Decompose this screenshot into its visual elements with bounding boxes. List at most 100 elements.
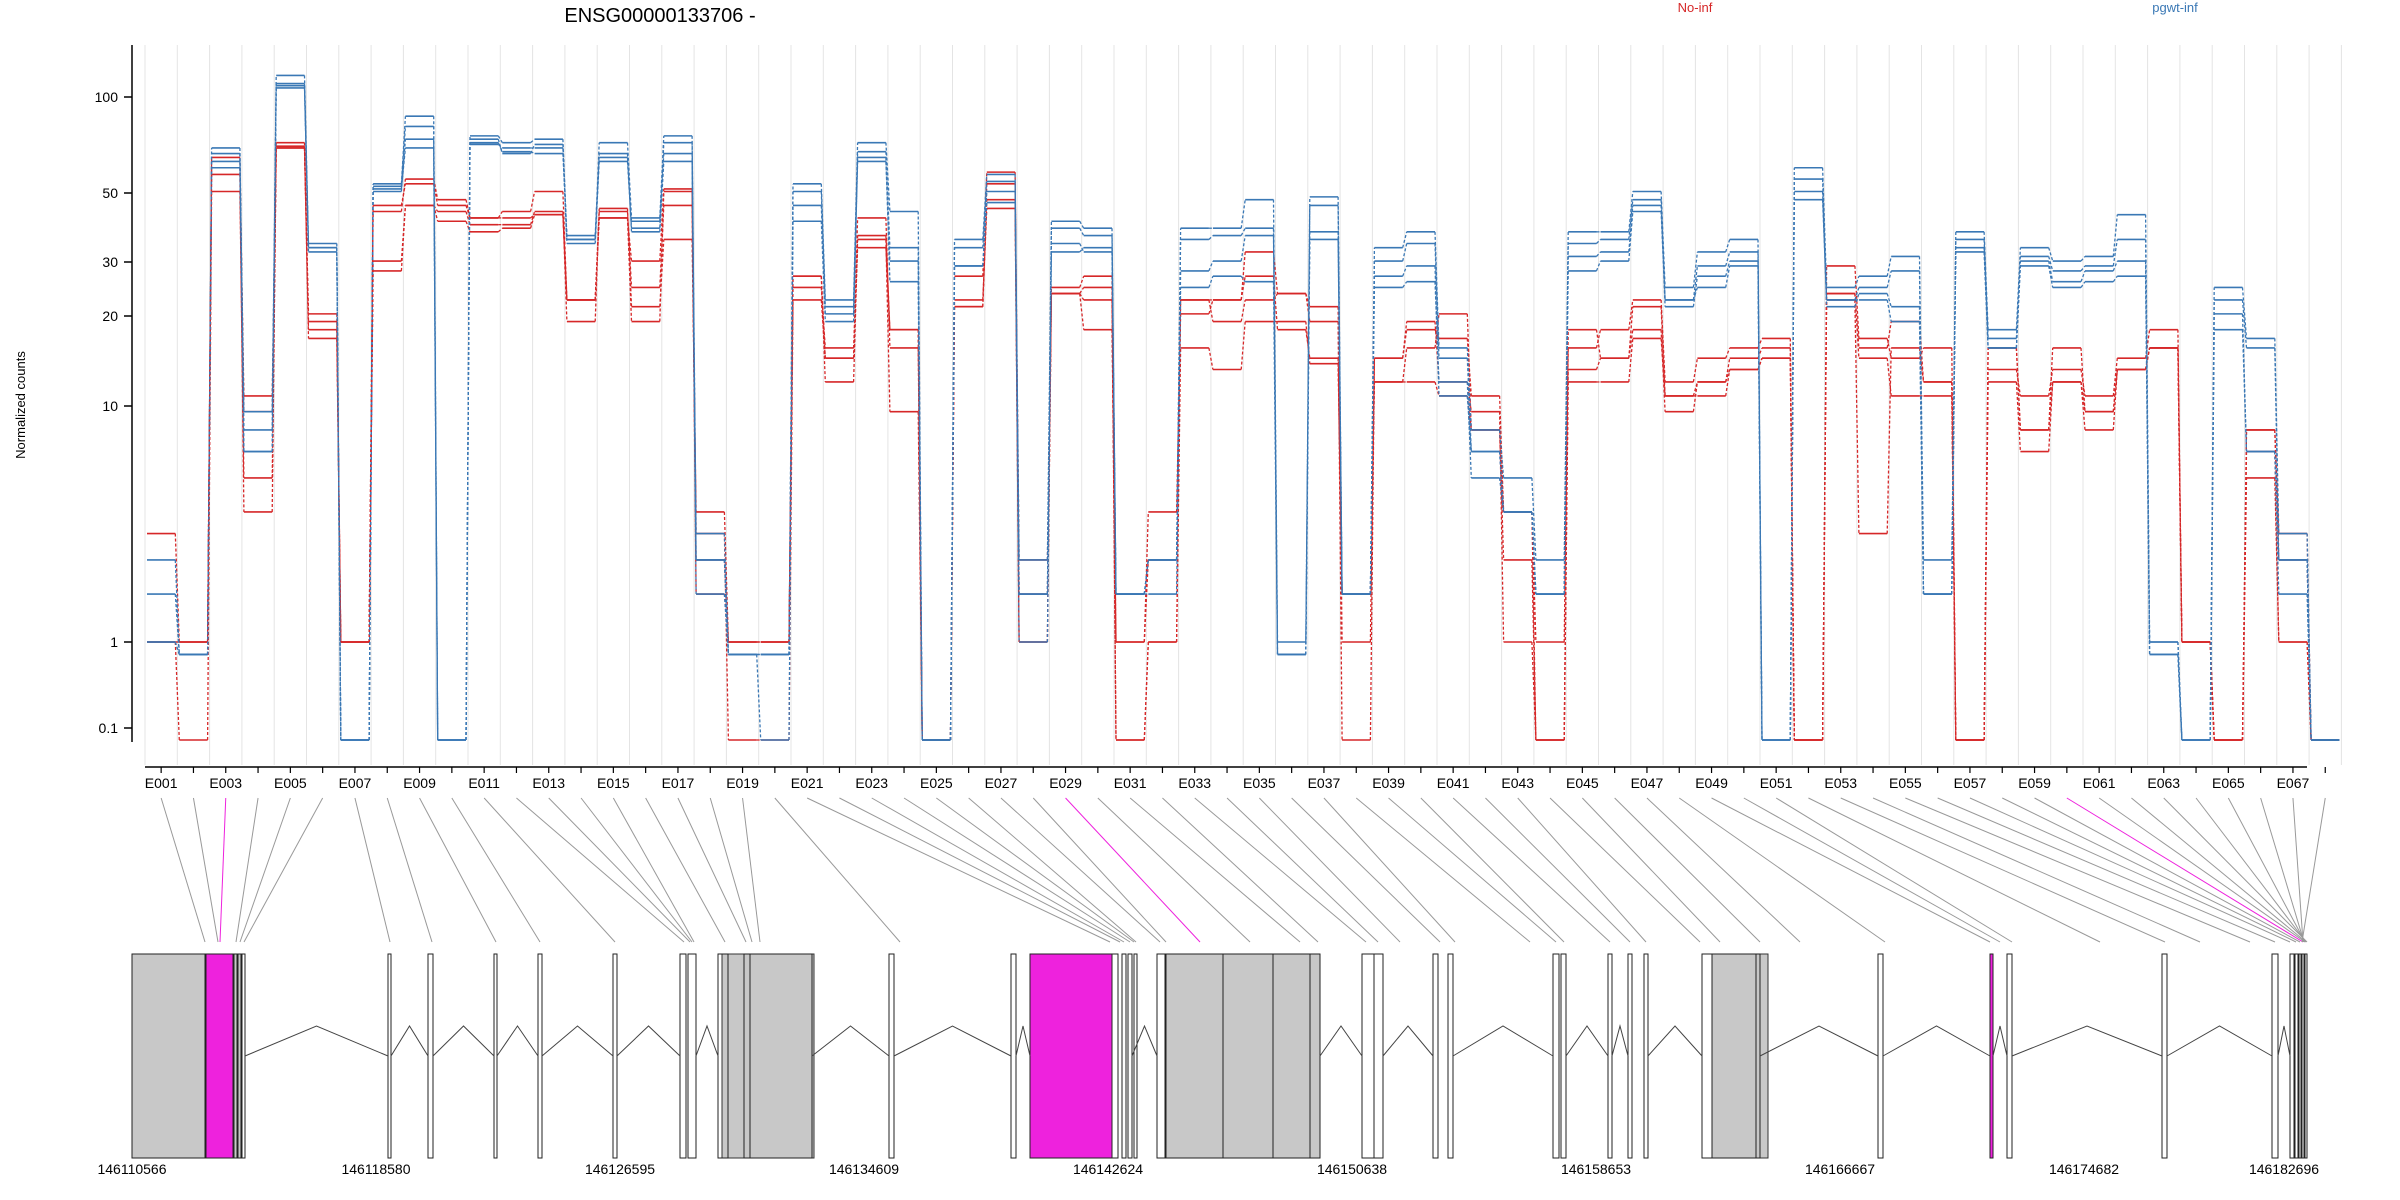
- exon-transition-segment: [400, 116, 407, 184]
- exon-box: [1432, 953, 1439, 1159]
- exon-transition-segment: [1628, 191, 1634, 232]
- y-tick-1: 1: [110, 634, 132, 650]
- intron-line: [541, 1025, 614, 1057]
- exon-connector: [1517, 797, 1647, 943]
- exon-connector: [2301, 797, 2326, 943]
- intron-line: [695, 1024, 719, 1057]
- exon-transition-segment: [303, 85, 310, 248]
- exon-transition-segment: [1402, 265, 1408, 277]
- exon-transition-segment: [820, 205, 826, 314]
- exon-connector: [1743, 797, 2001, 943]
- exon-box: [493, 953, 498, 1159]
- exon-label: E033: [1178, 775, 1211, 791]
- exon-transition-segment: [594, 157, 600, 244]
- exon-transition-segment: [1143, 559, 1149, 643]
- exon-transition-segment: [1886, 293, 1892, 307]
- exon-transition-segment: [174, 641, 180, 655]
- intron-line: [1882, 1025, 1991, 1057]
- exon-transition-segment: [174, 533, 180, 643]
- exon-transition-segment: [1886, 347, 1892, 534]
- exon-transition-segment: [530, 151, 535, 155]
- exon-transition-segment: [1628, 211, 1634, 262]
- exon-transition-segment: [174, 593, 180, 655]
- exon-transition-segment: [1854, 293, 1860, 348]
- exon-transition-segment: [1725, 358, 1731, 383]
- exon-connector: [548, 797, 691, 943]
- exon-transition-segment: [368, 270, 374, 643]
- exon-transition-segment: [1821, 199, 1828, 300]
- exon-label: E039: [1372, 775, 1405, 791]
- exon-label: E059: [2018, 775, 2051, 791]
- exon-connector: [968, 797, 1137, 943]
- exon-transition-segment: [1240, 227, 1246, 236]
- exon-transition-segment: [2015, 347, 2022, 430]
- exon-transition-segment: [465, 221, 471, 233]
- exon-connector: [1162, 797, 1319, 943]
- exon-label: E013: [532, 775, 565, 791]
- exon-transition-segment: [2080, 347, 2086, 412]
- exon-label: E005: [274, 775, 307, 791]
- exon-transition-segment: [1208, 275, 1214, 288]
- exon-transition-segment: [271, 146, 277, 512]
- exon-transition-segment: [433, 183, 439, 206]
- exon-transition-segment: [2144, 276, 2151, 655]
- exon-box: [1627, 953, 1633, 1159]
- exon-transition-segment: [2112, 358, 2118, 396]
- exon-transition-segment: [400, 205, 407, 271]
- exon-box: [537, 953, 543, 1159]
- svg-text:30: 30: [102, 254, 118, 270]
- exon-transition-segment: [1402, 243, 1408, 262]
- exon-label: E027: [985, 775, 1018, 791]
- coord-tick-label: 146150638: [1317, 1161, 1387, 1177]
- exon-transition-segment: [1014, 202, 1020, 643]
- intron-line: [811, 1025, 890, 1057]
- svg-text:20: 20: [102, 308, 118, 324]
- exon-connector: [483, 797, 616, 943]
- exon-transition-segment: [1821, 299, 1828, 741]
- exon-transition-segment: [497, 135, 503, 143]
- exon-label: E067: [2277, 775, 2310, 791]
- exon-transition-segment: [2112, 275, 2118, 283]
- exon-transition-segment: [2112, 369, 2118, 412]
- exon-transition-segment: [174, 641, 180, 741]
- exon-transition-segment: [1240, 251, 1246, 300]
- exon-block: [1165, 953, 1321, 1159]
- exon-connector: [2163, 797, 2308, 943]
- exon-transition-segment: [1628, 199, 1634, 240]
- intron-line: [893, 1025, 1012, 1057]
- exon-transition-segment: [239, 167, 245, 452]
- exon-transition-segment: [400, 147, 407, 189]
- exon-box: [687, 953, 697, 1159]
- exon-connector: [219, 797, 227, 943]
- exon-transition-segment: [788, 221, 794, 655]
- svg-text:10: 10: [102, 398, 118, 414]
- exon-transition-segment: [1079, 220, 1085, 229]
- exon-transition-segment: [1240, 275, 1246, 283]
- intron-line: [1611, 1024, 1629, 1057]
- exon-connector: [1097, 797, 1251, 943]
- exon-transition-segment: [1466, 338, 1472, 396]
- exon-box: [888, 953, 895, 1159]
- exon-transition-segment: [1725, 251, 1731, 267]
- exon-label: E045: [1566, 775, 1599, 791]
- exon-connector: [1258, 797, 1401, 943]
- exon-transition-segment: [723, 533, 730, 741]
- exon-label: E003: [209, 775, 242, 791]
- coord-tick-label: 146110566: [97, 1161, 166, 1177]
- exon-transition-segment: [1596, 239, 1601, 244]
- exon-connector: [774, 797, 901, 943]
- y-axis: 100 50 30 20 10 1 0.1: [95, 45, 133, 742]
- exon-label: E049: [1695, 775, 1728, 791]
- exon-block: [1711, 953, 1769, 1159]
- exon-connector: [1905, 797, 2251, 943]
- coord-tick-label: 146126595: [585, 1161, 655, 1177]
- exon-transition-segment: [2080, 255, 2086, 262]
- exon-label: E041: [1437, 775, 1470, 791]
- exon-transition-segment: [2177, 641, 2183, 741]
- exon-connector: [160, 797, 206, 943]
- exon-transition-segment: [400, 139, 407, 192]
- coordinate-axis: 146110566 146118580 146126595 146134609 …: [97, 1161, 2319, 1177]
- exon-transition-segment: [1079, 287, 1085, 294]
- exon-transition-segment: [529, 211, 536, 225]
- exon-connector: [1549, 797, 1701, 943]
